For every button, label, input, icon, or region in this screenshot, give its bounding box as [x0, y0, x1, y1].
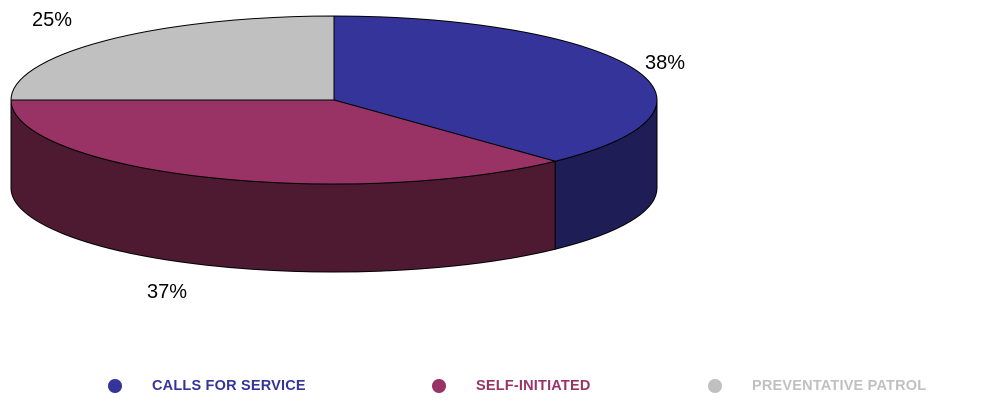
legend-label-calls-for-service: CALLS FOR SERVICE: [152, 378, 306, 394]
data-label-calls-for-service: 38%: [645, 52, 685, 74]
legend-label-self-initiated: SELF-INITIATED: [476, 378, 591, 394]
legend-item-calls-for-service: CALLS FOR SERVICE: [108, 378, 306, 394]
pie-slice-preventative-patrol: [10, 15, 335, 101]
data-label-self-initiated: 37%: [147, 281, 187, 303]
legend-item-self-initiated: SELF-INITIATED: [432, 378, 591, 394]
pie-slice-calls-for-service: [333, 15, 658, 162]
legend-swatch-self-initiated: [432, 379, 446, 393]
data-label-preventative-patrol: 25%: [32, 9, 72, 31]
legend-item-preventative-patrol: PREVENTATIVE PATROL: [708, 378, 926, 394]
legend-swatch-calls-for-service: [108, 379, 122, 393]
pie-slice-self-initiated: [10, 99, 558, 185]
legend-swatch-preventative-patrol: [708, 379, 722, 393]
legend-label-preventative-patrol: PREVENTATIVE PATROL: [752, 378, 927, 394]
chart-legend: CALLS FOR SERVICE SELF-INITIATED PREVENT…: [0, 378, 998, 402]
pie-chart: 38% 37% 25%: [10, 9, 685, 303]
